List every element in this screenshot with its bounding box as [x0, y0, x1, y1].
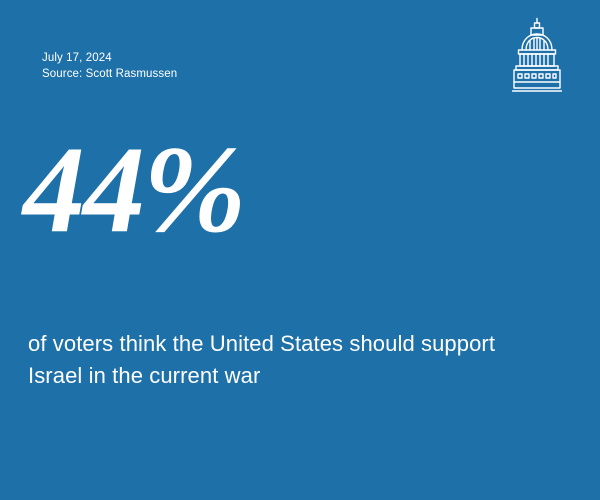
date-label: July 17, 2024: [42, 52, 112, 64]
source-label: Source: Scott Rasmussen: [42, 68, 178, 80]
statement-line-1: of voters think the United States should…: [28, 331, 496, 356]
capitol-dome-icon: [512, 17, 562, 93]
meta-info: July 17, 2024 Source: Scott Rasmussen: [42, 50, 177, 82]
statistic-value: 44%: [23, 121, 246, 258]
statement-text: of voters think the United States should…: [28, 328, 568, 392]
statement-line-2: Israel in the current war: [28, 363, 261, 388]
